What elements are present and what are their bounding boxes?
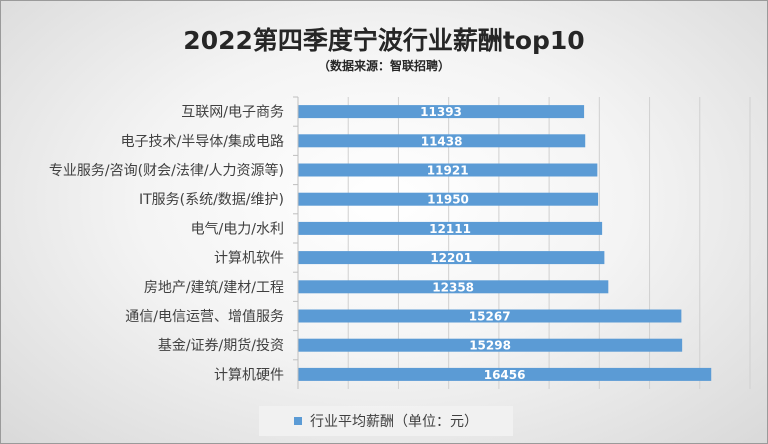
category-label: 互联网/电子商务: [181, 105, 284, 121]
bar: [298, 367, 712, 381]
category-label: 专业服务/咨询(财会/法律/人力资源等): [49, 162, 284, 179]
category-label: 电子技术/半导体/集成电路: [121, 133, 284, 150]
data-label: 16456: [484, 368, 526, 382]
data-label: 11438: [421, 134, 463, 148]
bar: [298, 134, 586, 148]
category-label: 计算机软件: [214, 251, 284, 267]
data-label: 12358: [432, 280, 474, 294]
category-label: IT服务(系统/数据/维护): [139, 192, 284, 208]
legend-label: 行业平均薪酬（单位：元）: [310, 414, 478, 430]
bar: [298, 163, 598, 177]
bar: [298, 338, 683, 352]
data-label: 15267: [469, 310, 511, 324]
chart-title: 2022第四季度宁波行业薪酬top10: [183, 26, 585, 55]
bar: [298, 309, 682, 323]
bar: [298, 105, 585, 119]
data-label: 12111: [429, 222, 471, 236]
category-label: 通信/电信运营、增值服务: [125, 309, 284, 325]
data-label: 11393: [420, 105, 462, 119]
category-label: 计算机硬件: [214, 367, 284, 383]
bar: [298, 221, 603, 235]
bar: [298, 251, 605, 265]
data-label: 11921: [427, 164, 469, 178]
category-label: 基金/证券/期货/投资: [158, 337, 284, 354]
legend: 行业平均薪酬（单位：元）: [259, 406, 513, 436]
bar: [298, 192, 599, 206]
bar: [298, 280, 609, 294]
category-label: 房地产/建筑/建材/工程: [144, 280, 284, 296]
legend-swatch: [294, 417, 302, 425]
data-label: 12201: [430, 251, 472, 265]
category-label: 电气/电力/水利: [191, 221, 284, 237]
data-label: 11950: [427, 193, 469, 207]
data-label: 15298: [469, 339, 511, 353]
chart-subtitle: （数据来源：智联招聘）: [317, 59, 450, 73]
